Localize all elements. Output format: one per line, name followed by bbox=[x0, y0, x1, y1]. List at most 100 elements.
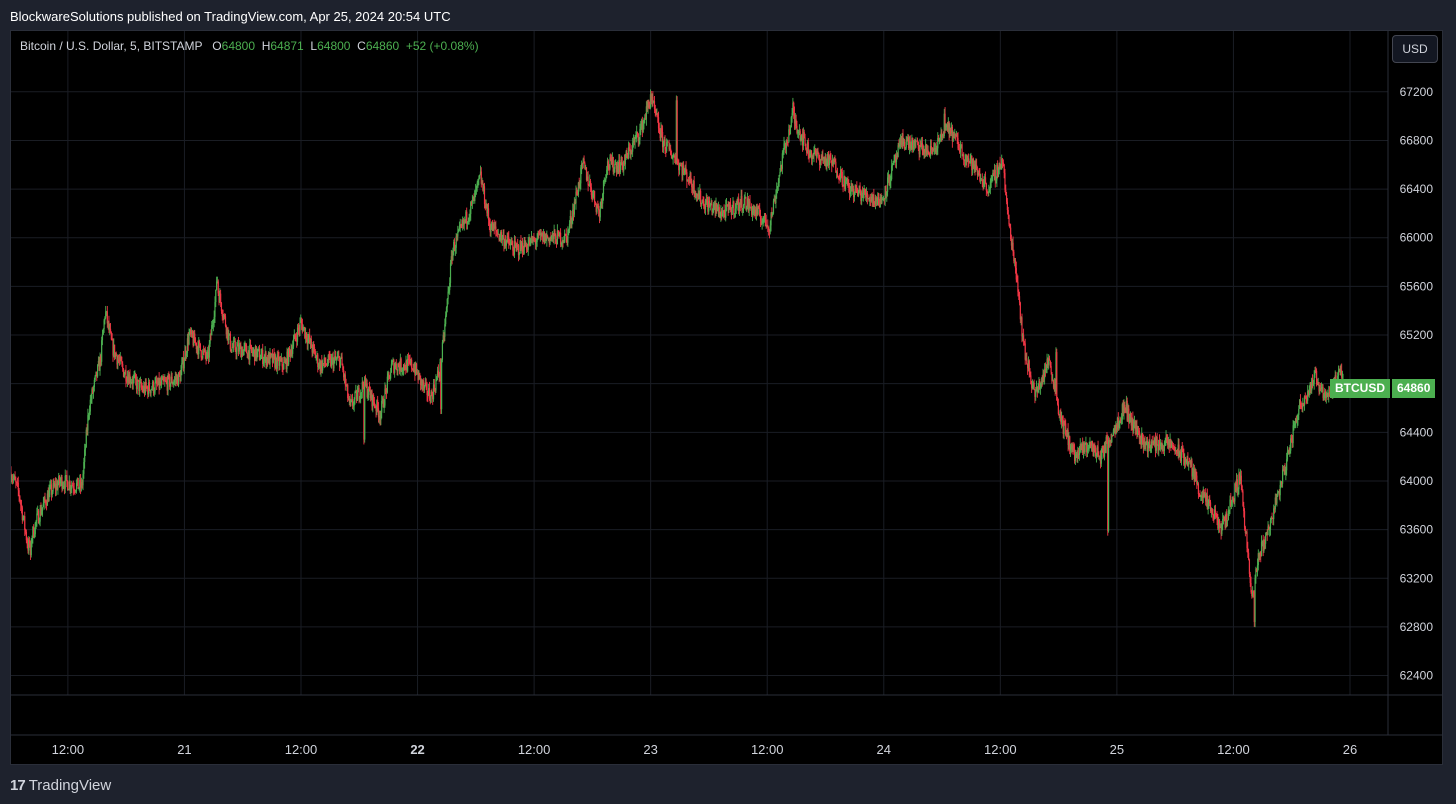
candle-body bbox=[307, 338, 309, 345]
candle-body bbox=[254, 349, 256, 362]
candle-body bbox=[910, 145, 912, 149]
currency-button[interactable]: USD bbox=[1392, 35, 1438, 63]
candle-body bbox=[271, 354, 274, 363]
candle-body bbox=[508, 237, 510, 243]
candle-body bbox=[526, 245, 528, 250]
candle-body bbox=[697, 193, 699, 197]
candle-body bbox=[599, 205, 601, 218]
candle-body bbox=[259, 358, 261, 360]
candle-body bbox=[742, 208, 744, 211]
candle-body bbox=[934, 147, 936, 149]
candle-body bbox=[321, 361, 323, 371]
candle-body bbox=[1152, 441, 1154, 443]
candle-body bbox=[1222, 519, 1224, 525]
candle-body bbox=[232, 341, 235, 348]
candle-body bbox=[737, 198, 739, 205]
candle-body bbox=[636, 131, 639, 134]
candle-body bbox=[492, 221, 494, 232]
candle-body bbox=[721, 212, 724, 217]
candle-body bbox=[180, 370, 182, 382]
candle-body bbox=[352, 405, 354, 407]
candle-body bbox=[1231, 497, 1234, 501]
candle-body bbox=[175, 377, 177, 380]
candle-body bbox=[192, 336, 194, 346]
candle-body bbox=[1092, 446, 1094, 457]
candle-body bbox=[517, 245, 520, 256]
candle-body bbox=[642, 123, 644, 133]
candle-body bbox=[644, 118, 646, 120]
candle-body bbox=[290, 350, 292, 357]
candle-body bbox=[267, 353, 269, 363]
candle-body bbox=[1025, 358, 1027, 360]
candle-body bbox=[1123, 404, 1125, 414]
candle-body bbox=[923, 149, 925, 155]
candle-body bbox=[295, 337, 297, 339]
candle-body bbox=[740, 196, 742, 205]
candle-body bbox=[20, 504, 23, 508]
candle-body bbox=[1150, 448, 1152, 451]
x-tick-label: 12:00 bbox=[518, 742, 551, 757]
candle-body bbox=[576, 191, 578, 194]
candle-body bbox=[960, 144, 962, 146]
candle-body bbox=[477, 178, 479, 183]
candle-body bbox=[1321, 386, 1323, 388]
legend-high-label: H bbox=[261, 39, 271, 53]
candle-body bbox=[458, 226, 461, 230]
candle-body bbox=[971, 158, 974, 171]
candle-body bbox=[655, 110, 657, 115]
candle-body bbox=[1185, 462, 1187, 463]
candle-body bbox=[981, 179, 983, 182]
candle-body bbox=[36, 513, 38, 521]
candle-body bbox=[754, 209, 756, 214]
candle-body bbox=[1149, 440, 1151, 451]
candle-body bbox=[977, 173, 979, 176]
candle-body bbox=[504, 241, 507, 246]
candle-body bbox=[81, 482, 83, 486]
candle-body bbox=[329, 356, 331, 358]
footer-brand[interactable]: 17 TradingView bbox=[10, 775, 111, 795]
candle-body bbox=[93, 379, 95, 387]
candle-body bbox=[1023, 341, 1025, 344]
candle-body bbox=[1044, 369, 1046, 379]
candle-body bbox=[529, 239, 531, 246]
candle-body bbox=[602, 194, 604, 204]
candlestick-chart[interactable]: 12:00 21 12:00 22 12:00 23 12:00 24 12:00 25 12:00… bbox=[11, 31, 1442, 764]
candle-body bbox=[197, 346, 199, 355]
candle-body bbox=[232, 347, 234, 349]
candle-body bbox=[1165, 436, 1167, 442]
candle-body bbox=[703, 200, 705, 209]
candle-body bbox=[1106, 437, 1108, 441]
candle-body bbox=[943, 113, 945, 137]
candle-body bbox=[683, 170, 686, 173]
candle-body bbox=[950, 128, 952, 133]
candle-body bbox=[1297, 414, 1299, 420]
candle-body bbox=[1109, 439, 1111, 443]
candle-body bbox=[812, 155, 814, 157]
candle-body bbox=[1066, 429, 1068, 437]
candle-body bbox=[660, 128, 662, 139]
candle-body bbox=[1084, 444, 1086, 453]
candle-body bbox=[67, 489, 70, 491]
candle-body bbox=[578, 182, 580, 187]
candle-body bbox=[260, 354, 262, 359]
candle-body bbox=[957, 138, 959, 149]
candle-body bbox=[968, 161, 970, 163]
candle-body bbox=[537, 232, 539, 240]
candle-body bbox=[1294, 423, 1296, 425]
candle-body bbox=[1195, 470, 1197, 476]
candle-body bbox=[106, 311, 108, 324]
candle-body bbox=[12, 479, 14, 480]
candle-body bbox=[775, 194, 777, 204]
chart-panel[interactable]: 12:00 21 12:00 22 12:00 23 12:00 24 12:00 25 12:00… bbox=[10, 30, 1443, 765]
candle-body bbox=[664, 139, 666, 150]
candle-body bbox=[843, 176, 845, 187]
candle-body bbox=[1235, 483, 1237, 487]
candle-body bbox=[153, 391, 155, 393]
candle-body bbox=[334, 356, 336, 360]
candle-body bbox=[975, 164, 977, 170]
candle-body bbox=[140, 382, 142, 388]
candle-body bbox=[998, 163, 1000, 169]
candle-body bbox=[699, 190, 701, 200]
candle-body bbox=[728, 202, 730, 211]
candle-body bbox=[250, 345, 252, 351]
